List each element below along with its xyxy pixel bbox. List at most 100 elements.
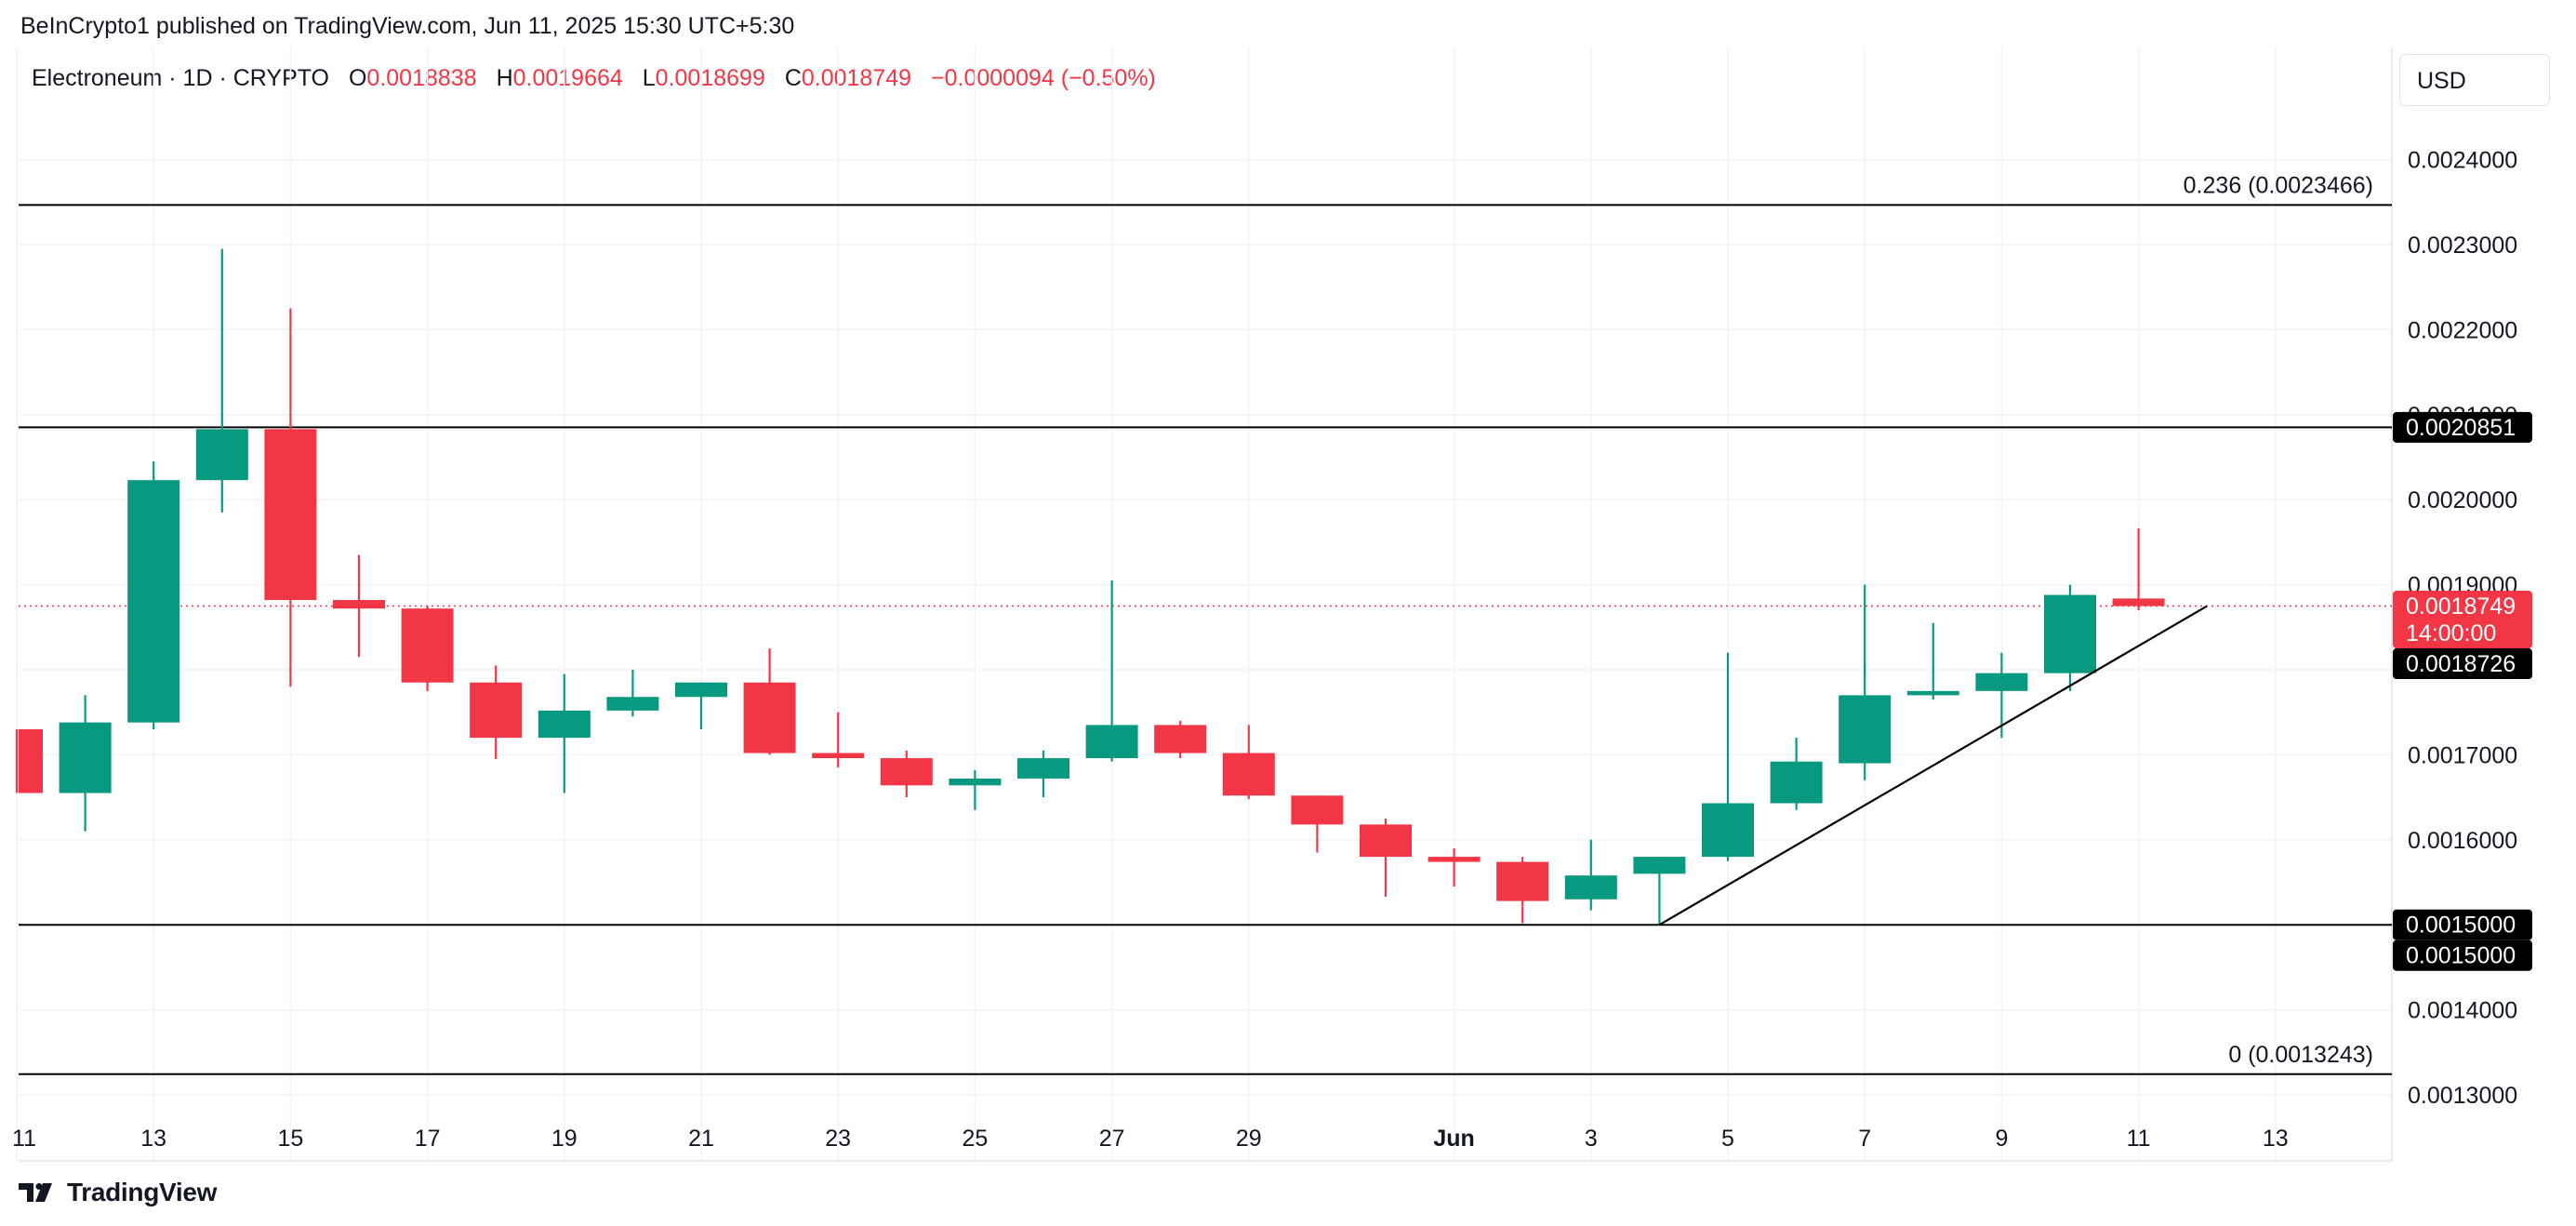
candle-body [333,600,385,609]
candle [1496,857,1549,924]
date-tick-label: 3 [1585,1126,1598,1152]
price-tick-label: 0.0023000 [2408,233,2517,259]
candle [2044,584,2096,691]
candle [2112,527,2165,611]
candle [812,712,865,768]
candle-body [606,697,659,711]
candle-body [675,682,727,698]
badge-price-text: 0.0020851 [2406,415,2516,441]
badge-price-text: 0.0015000 [2406,943,2516,969]
candle [606,670,659,717]
candle-body [59,722,112,793]
change-value: −0.0000094 (−0.50%) [931,65,1156,91]
level-price-badge: 0.0015000 [2393,939,2532,971]
price-tick-label: 0.0013000 [2408,1083,2517,1109]
candle-body [1702,803,1754,858]
candle-body [1085,725,1138,759]
candle-body [1222,753,1275,796]
candle [949,769,1002,810]
candle [1770,738,1823,810]
date-tick-label: 19 [551,1126,578,1152]
date-tick-label: 9 [1995,1126,2008,1152]
high-value: 0.0019664 [512,65,623,91]
tradingview-brand[interactable]: TradingView [19,1178,217,1207]
candle [470,665,523,759]
candle [1906,622,1959,700]
candle-body [1975,673,2028,691]
currency-selector[interactable]: USD [2399,54,2550,106]
date-tick-label: 13 [2263,1126,2289,1152]
candle-body [538,710,591,739]
badge-background [2393,411,2532,443]
date-tick-label: 13 [140,1126,166,1152]
badge-background [2393,909,2532,940]
level-price-badge: 0.0015000 [2393,909,2532,940]
publisher-line: BeInCrypto1 published on TradingView.com… [20,13,795,39]
candle [59,695,112,832]
candles [15,248,2165,926]
tradingview-logo-icon [19,1183,52,1202]
candle-body [743,682,796,753]
candle-body [1906,690,1959,696]
price-tick-label: 0.0017000 [2408,742,2517,768]
candle-body [1154,725,1207,753]
close-label: C [784,65,802,91]
date-tick-label: 11 [12,1126,36,1152]
open-value: 0.0018838 [366,65,477,91]
candle-body [1291,795,1344,825]
date-tick-label: 25 [962,1126,988,1152]
candle-body [19,728,43,793]
time-axis: 11 13 15 17 19 21 23 25 27 29 Jun 3 5 7 9 11 13 [12,1126,2289,1152]
price-tick-label: 0.0022000 [2408,317,2517,343]
candle [1291,795,1344,853]
candle-body [1770,761,1823,804]
badge-background [2393,648,2532,680]
candle-body [127,480,180,723]
date-tick-label: 11 [2127,1126,2151,1152]
candle-body [812,753,865,759]
date-tick-label: 17 [415,1126,441,1152]
candle [880,750,933,798]
brand-name: TradingView [67,1178,218,1206]
high-label: H [496,65,513,91]
candle-body [1017,758,1069,779]
date-tick-label: 7 [1858,1126,1871,1152]
candle [195,248,248,513]
date-tick-label: 23 [825,1126,851,1152]
date-tick-label: 21 [688,1126,714,1152]
candle-body [880,758,933,786]
badge-countdown-text: 14:00:00 [2406,620,2496,646]
close-value: 0.0018749 [801,65,912,91]
candle [1222,725,1275,799]
price-axis: 0.0013000 0.0014000 0.0015000 0.0016000 0.00… [2408,148,2517,1109]
candle [1085,580,1138,762]
candle-body [401,608,454,683]
candle-body [195,429,248,481]
candle [264,308,317,687]
low-label: L [642,65,656,91]
level-label: 0.236 (0.0023466) [2184,172,2373,198]
candle [333,554,385,658]
badge-background [2393,939,2532,971]
level-price-badge: 0.0020851 [2393,411,2532,443]
candle [1702,652,1754,861]
level-price-badge: 0.0018726 [2393,648,2532,680]
candle [1633,857,1686,926]
candle [743,648,796,755]
candle [127,461,180,729]
candle-body [1496,861,1549,901]
date-tick-label: Jun [1433,1126,1474,1152]
price-tick-label: 0.0014000 [2408,998,2517,1024]
badge-background [2393,591,2532,649]
price-tick-label: 0.0020000 [2408,487,2517,513]
price-tick-label: 0.0016000 [2408,828,2517,854]
candle-body [2044,594,2096,673]
trendline-layer [1658,605,2208,926]
candle [1154,720,1207,759]
candle-body [1633,857,1686,874]
candle-body [1564,875,1617,900]
level-label: 0 (0.0013243) [2228,1042,2373,1068]
